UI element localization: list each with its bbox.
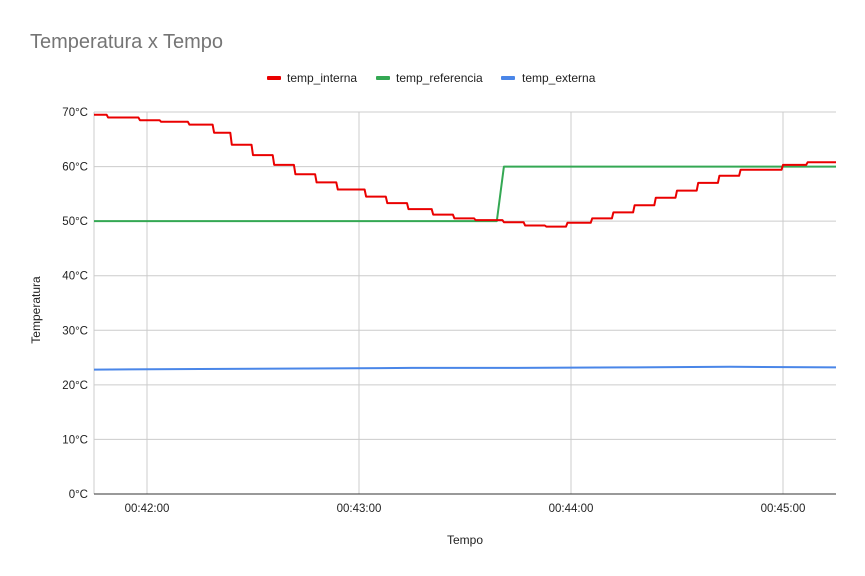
x-axis-ticks: 00:42:00 00:43:00 00:44:00 00:45:00 (125, 503, 806, 515)
y-tick-label: 60°C (62, 162, 88, 174)
legend-label-temp-interna: temp_interna (287, 71, 357, 85)
y-axis-title: Temperatura (29, 276, 43, 344)
y-tick-label: 70°C (62, 107, 88, 119)
series-line-temp-interna (94, 113, 836, 228)
legend-swatch-temp-externa (501, 76, 515, 80)
x-axis-title: Tempo (447, 533, 483, 547)
chart-title: Temperatura x Tempo (30, 31, 223, 53)
y-tick-label: 30°C (62, 325, 88, 337)
legend-label-temp-referencia: temp_referencia (396, 71, 483, 85)
y-tick-label: 50°C (62, 216, 88, 228)
legend-swatch-temp-interna (267, 76, 281, 80)
y-tick-label: 10°C (62, 434, 88, 446)
plot-area (93, 113, 837, 371)
x-tick-label: 00:44:00 (549, 503, 594, 515)
y-tick-label: 0°C (69, 489, 88, 501)
x-tick-label: 00:42:00 (125, 503, 170, 515)
legend-swatch-temp-referencia (376, 76, 390, 80)
x-tick-label: 00:43:00 (337, 503, 382, 515)
gridlines (93, 111, 836, 494)
legend-label-temp-externa: temp_externa (522, 71, 596, 85)
series-line-temp-referencia (94, 165, 836, 223)
legend: temp_interna temp_referencia temp_externa (267, 71, 596, 85)
x-tick-label: 00:45:00 (761, 503, 806, 515)
y-axis-ticks: 0°C 10°C 20°C 30°C 40°C 50°C 60°C 70°C (62, 107, 88, 501)
y-tick-label: 20°C (62, 380, 88, 392)
y-tick-label: 40°C (62, 271, 88, 283)
series-line-temp-externa (93, 365, 837, 371)
